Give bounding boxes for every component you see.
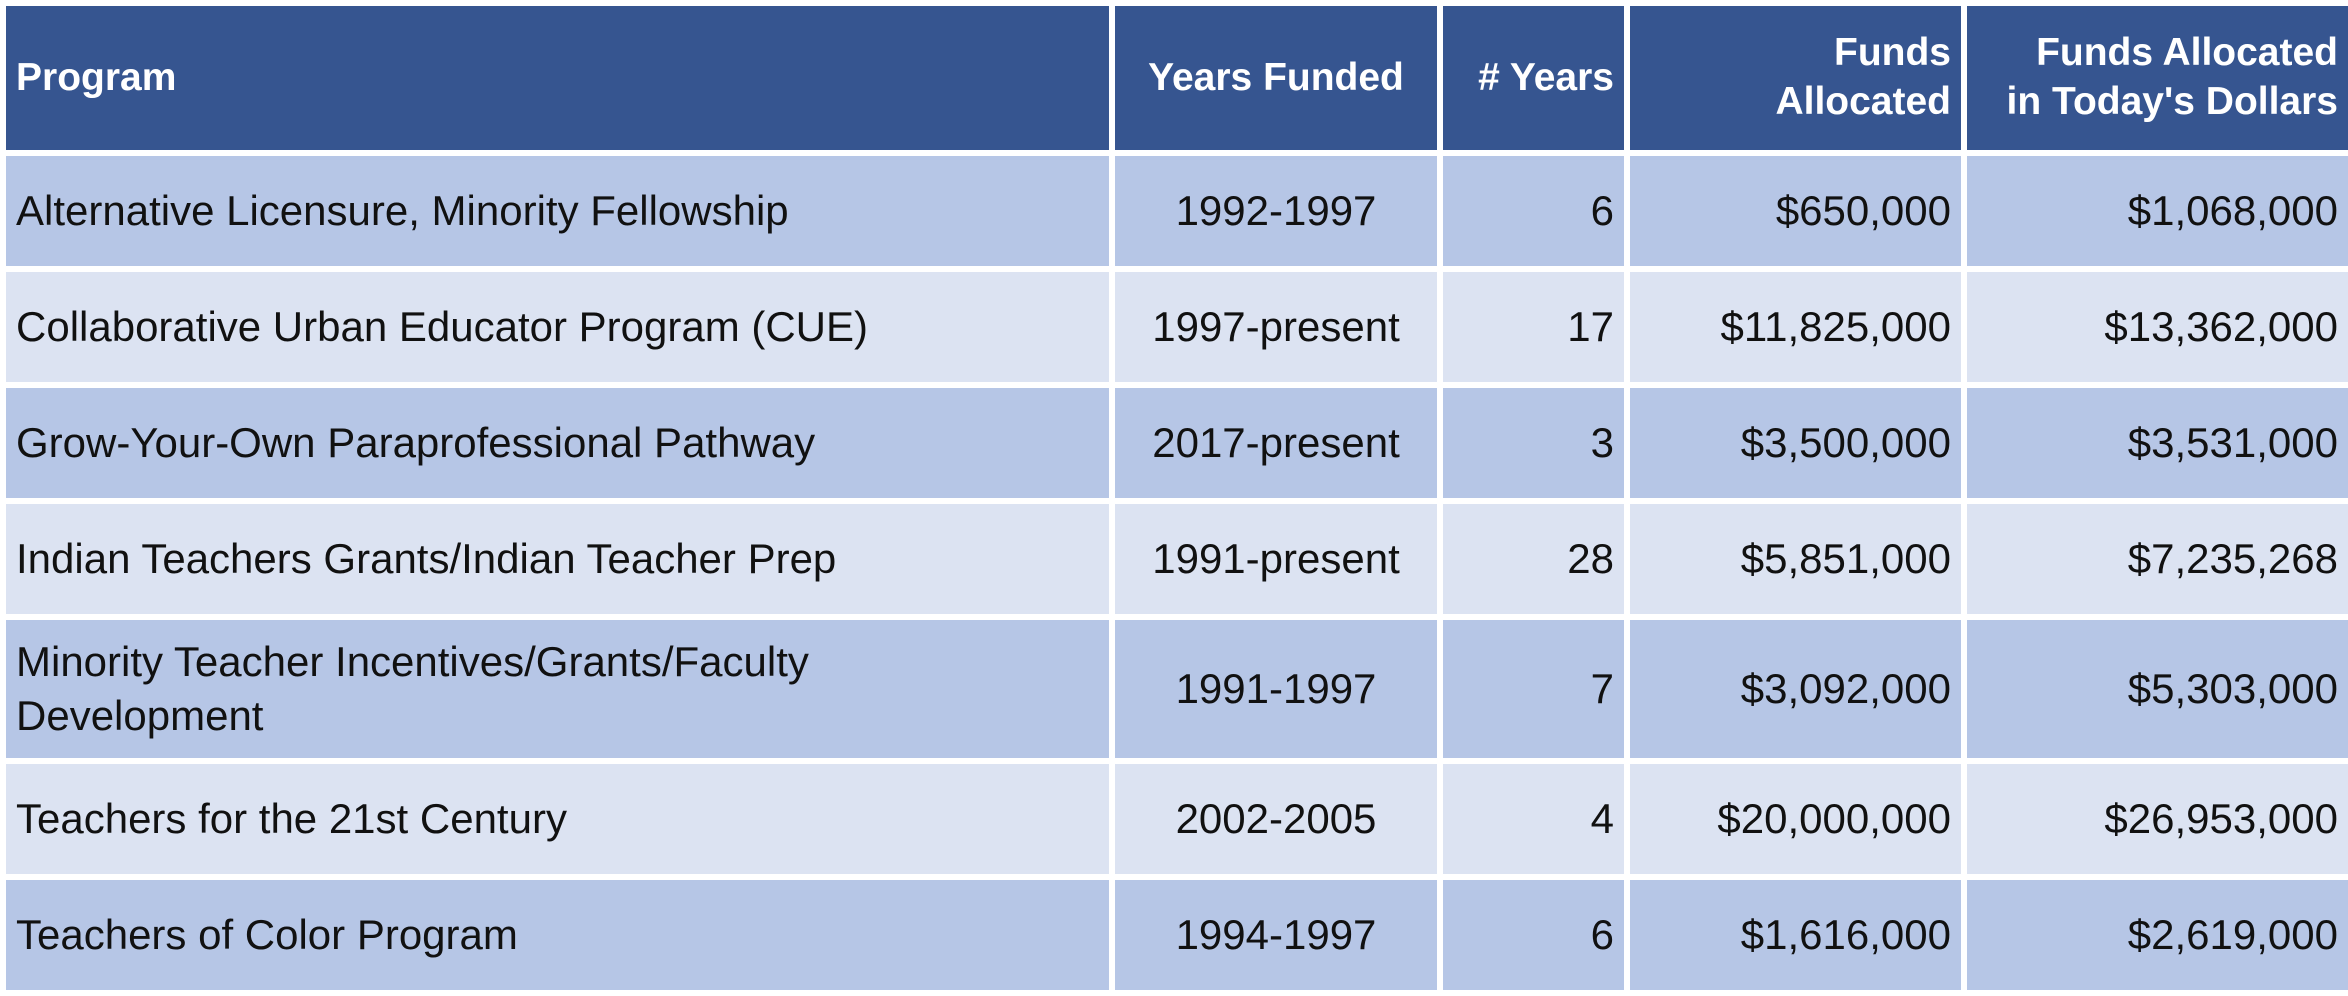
cell-funds-today: $5,303,000 bbox=[1967, 620, 2348, 758]
table-row: Minority Teacher Incentives/Grants/Facul… bbox=[6, 620, 2348, 758]
cell-num-years: 7 bbox=[1443, 620, 1624, 758]
cell-funds-allocated: $650,000 bbox=[1630, 156, 1961, 267]
header-funds-today-line2: in Today's Dollars bbox=[2006, 80, 2338, 123]
cell-years-funded: 2017-present bbox=[1115, 388, 1437, 499]
cell-funds-today: $1,068,000 bbox=[1967, 156, 2348, 267]
cell-funds-today: $13,362,000 bbox=[1967, 272, 2348, 383]
cell-funds-today: $26,953,000 bbox=[1967, 763, 2348, 874]
cell-funds-allocated: $3,500,000 bbox=[1630, 388, 1961, 499]
cell-num-years: 6 bbox=[1443, 156, 1624, 267]
cell-funds-allocated: $20,000,000 bbox=[1630, 763, 1961, 874]
table-row: Collaborative Urban Educator Program (CU… bbox=[6, 272, 2348, 383]
cell-years-funded: 1994-1997 bbox=[1115, 879, 1437, 990]
header-program: Program bbox=[6, 6, 1109, 150]
cell-program-line2: Development bbox=[16, 692, 264, 740]
table-row: Teachers for the 21st Century 2002-2005 … bbox=[6, 763, 2348, 874]
cell-funds-today: $3,531,000 bbox=[1967, 388, 2348, 499]
cell-years-funded: 1997-present bbox=[1115, 272, 1437, 383]
table-row: Teachers of Color Program 1994-1997 6 $1… bbox=[6, 879, 2348, 990]
cell-num-years: 17 bbox=[1443, 272, 1624, 383]
cell-num-years: 6 bbox=[1443, 879, 1624, 990]
cell-years-funded: 1991-present bbox=[1115, 504, 1437, 615]
cell-num-years: 28 bbox=[1443, 504, 1624, 615]
cell-years-funded: 1992-1997 bbox=[1115, 156, 1437, 267]
cell-program: Collaborative Urban Educator Program (CU… bbox=[6, 272, 1109, 383]
cell-program: Teachers of Color Program bbox=[6, 879, 1109, 990]
cell-funds-allocated: $5,851,000 bbox=[1630, 504, 1961, 615]
cell-program: Teachers for the 21st Century bbox=[6, 763, 1109, 874]
table-row: Indian Teachers Grants/Indian Teacher Pr… bbox=[6, 504, 2348, 615]
cell-funds-today: $7,235,268 bbox=[1967, 504, 2348, 615]
cell-num-years: 3 bbox=[1443, 388, 1624, 499]
header-funds-allocated-line2: Allocated bbox=[1775, 80, 1951, 123]
cell-num-years: 4 bbox=[1443, 763, 1624, 874]
cell-funds-allocated: $11,825,000 bbox=[1630, 272, 1961, 383]
cell-years-funded: 1991-1997 bbox=[1115, 620, 1437, 758]
table-row: Alternative Licensure, Minority Fellowsh… bbox=[6, 156, 2348, 267]
cell-funds-allocated: $3,092,000 bbox=[1630, 620, 1961, 758]
header-funds-today-line1: Funds Allocated bbox=[2036, 31, 2338, 75]
header-years-funded: Years Funded bbox=[1115, 6, 1437, 150]
header-funds-allocated-line1: Funds bbox=[1834, 31, 1951, 75]
header-funds-allocated: Funds Allocated bbox=[1630, 6, 1961, 150]
cell-years-funded: 2002-2005 bbox=[1115, 763, 1437, 874]
cell-program: Minority Teacher Incentives/Grants/Facul… bbox=[6, 620, 1109, 758]
header-num-years: # Years bbox=[1443, 6, 1624, 150]
table-row: Grow-Your-Own Paraprofessional Pathway 2… bbox=[6, 388, 2348, 499]
header-funds-today: Funds Allocated in Today's Dollars bbox=[1967, 6, 2348, 150]
cell-program-line1: Minority Teacher Incentives/Grants/Facul… bbox=[16, 638, 809, 686]
cell-funds-today: $2,619,000 bbox=[1967, 879, 2348, 990]
cell-program: Grow-Your-Own Paraprofessional Pathway bbox=[6, 388, 1109, 499]
cell-program: Indian Teachers Grants/Indian Teacher Pr… bbox=[6, 504, 1109, 615]
header-row: Program Years Funded # Years Funds Alloc… bbox=[6, 6, 2348, 150]
cell-program: Alternative Licensure, Minority Fellowsh… bbox=[6, 156, 1109, 267]
cell-funds-allocated: $1,616,000 bbox=[1630, 879, 1961, 990]
